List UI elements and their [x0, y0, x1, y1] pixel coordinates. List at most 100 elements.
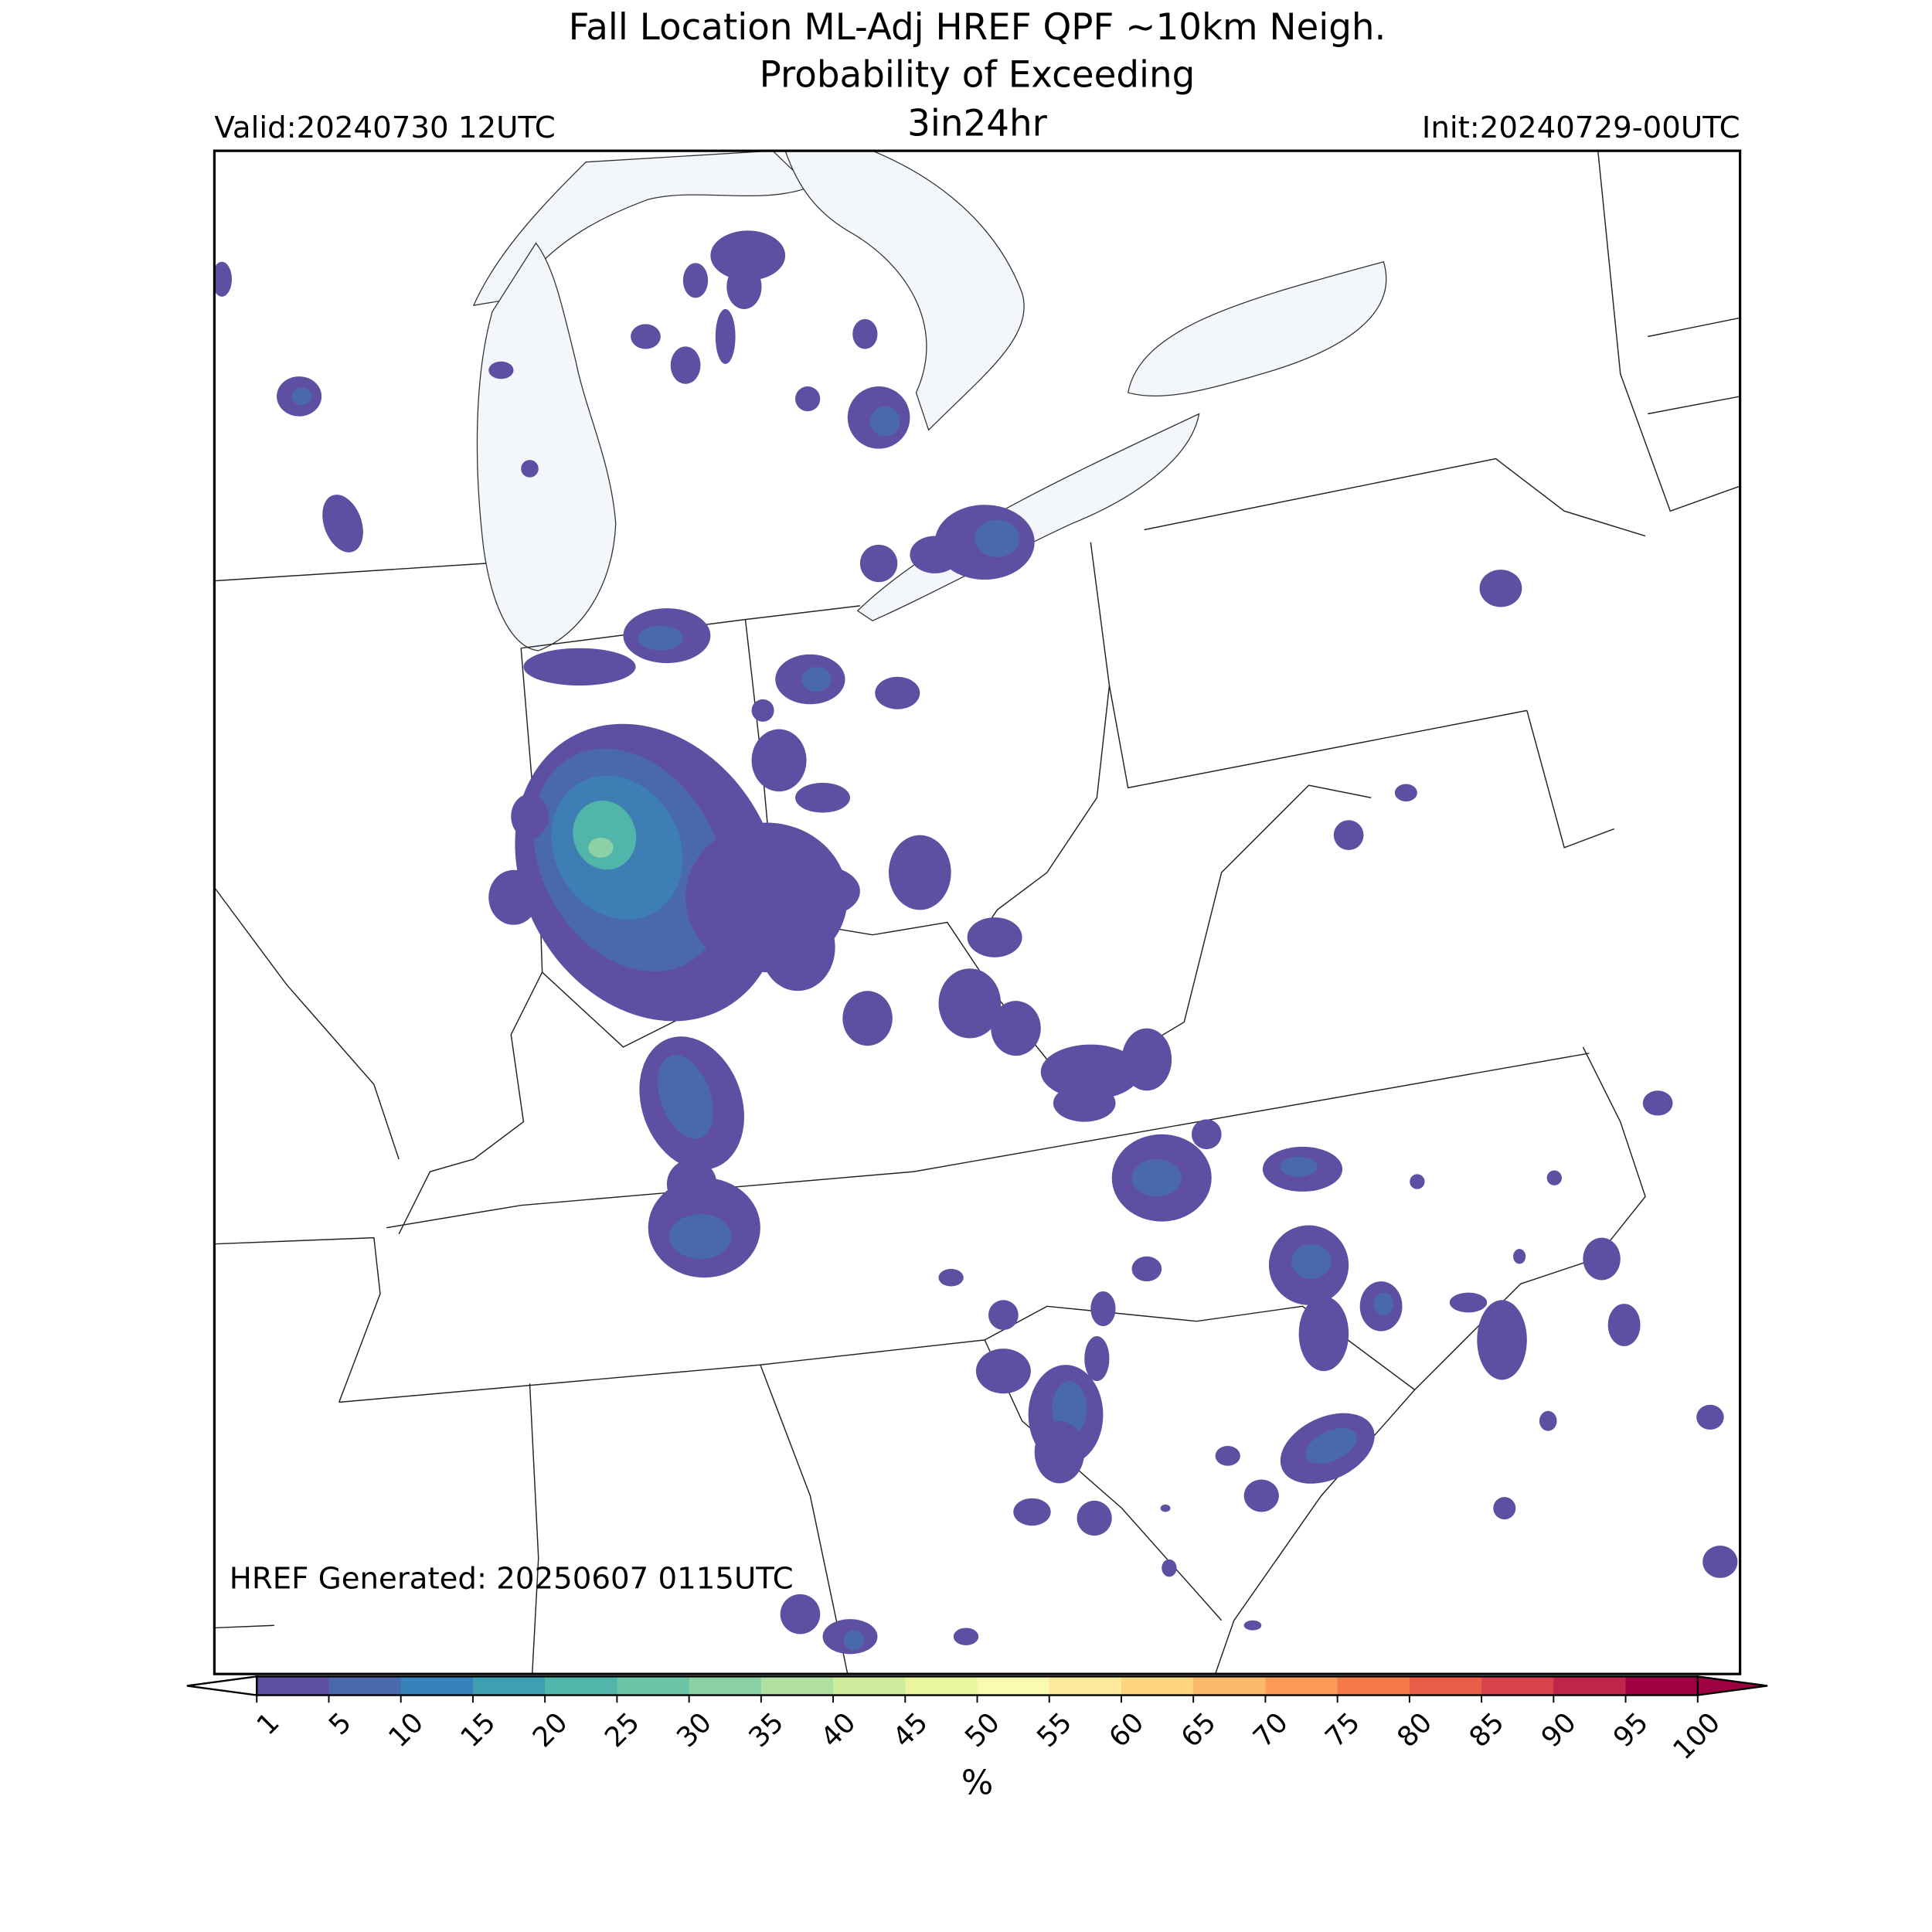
probability-area [1121, 1028, 1172, 1091]
colorbar-tick-label: 40 [815, 1706, 862, 1753]
colorbar-tick-label: 95 [1607, 1706, 1655, 1753]
state-line [529, 1383, 539, 1675]
colorbar-tick-label: 45 [887, 1706, 934, 1753]
state-line [214, 1624, 274, 1629]
probability-area [726, 264, 762, 309]
map-frame [213, 149, 1742, 1675]
probability-area [938, 1268, 964, 1287]
colorbar-segment [1625, 1676, 1699, 1696]
state-line [386, 1204, 522, 1229]
colorbar-segment [1121, 1676, 1194, 1696]
probability-area [1373, 1292, 1394, 1315]
state-line [1597, 151, 1740, 512]
river-border [398, 971, 543, 1235]
probability-area [1513, 1249, 1526, 1264]
probability-area [488, 869, 539, 925]
probability-area [1333, 820, 1364, 850]
colorbar-tick-label: 60 [1103, 1706, 1150, 1753]
probability-area [1243, 1479, 1279, 1512]
state-line [760, 1364, 849, 1675]
probability-area [1291, 1243, 1332, 1279]
colorbar-segment [1481, 1676, 1554, 1696]
probability-area [1131, 1256, 1162, 1282]
colorbar-tick-label: 15 [454, 1706, 502, 1753]
colorbar-segment [472, 1676, 546, 1696]
colorbar-segment [328, 1676, 402, 1696]
colorbar-segment [833, 1676, 906, 1696]
probability-area [1477, 1300, 1527, 1380]
probability-area [1702, 1546, 1738, 1578]
colorbar-label: % [961, 1764, 993, 1803]
probability-area [1696, 1404, 1724, 1430]
probability-area [852, 318, 878, 349]
probability-area [1479, 570, 1522, 607]
colorbar-segment [400, 1676, 474, 1696]
probability-area [1583, 1237, 1621, 1281]
probability-area [1077, 1500, 1112, 1536]
colorbar-tick-label: 50 [959, 1706, 1006, 1753]
colorbar-under [186, 1675, 258, 1696]
colorbar-segment [1409, 1676, 1482, 1696]
probability-area [1607, 1304, 1641, 1346]
colorbar-tick-label: 25 [599, 1706, 646, 1753]
probability-area [953, 1628, 979, 1646]
colorbar-segment [760, 1676, 834, 1696]
probability-area [991, 1001, 1041, 1056]
map [214, 151, 1740, 1675]
colorbar-segment [689, 1676, 762, 1696]
probability-area [666, 1159, 717, 1209]
colorbar-segment [617, 1676, 690, 1696]
lake-superior [472, 151, 811, 306]
generated-note: HREF Generated: 20250607 0115UTC [230, 1562, 794, 1597]
colorbar-segment [1265, 1676, 1338, 1696]
probability-area [638, 625, 683, 651]
colorbar-tick-label: 1 [251, 1706, 286, 1741]
probability-area [1162, 1559, 1177, 1577]
probability-area [710, 230, 786, 281]
map-background [214, 151, 1740, 1675]
probability-area [1243, 1620, 1262, 1631]
state-line [214, 1236, 381, 1403]
probability-area [1215, 1445, 1240, 1466]
probability-area [859, 544, 898, 583]
probability-area [938, 968, 1002, 1039]
probability-area [975, 519, 1020, 557]
colorbar-tick-label: 80 [1391, 1706, 1438, 1753]
colorbar-tick-label: 65 [1175, 1706, 1223, 1753]
state-line [1090, 542, 1527, 789]
probability-area [751, 729, 807, 792]
colorbar-tick-label: 10 [383, 1706, 430, 1753]
lake-michigan [476, 242, 617, 651]
probability-area [1410, 1174, 1425, 1189]
state-line [214, 886, 400, 1160]
probability-area [573, 801, 637, 870]
probability-area [760, 903, 835, 992]
valid-time: Valid:20240730 12UTC [214, 111, 555, 145]
lake-huron [784, 151, 1025, 431]
colorbar-segment [1049, 1676, 1122, 1696]
state-line [1144, 457, 1646, 537]
colorbar-tick-label: 100 [1667, 1706, 1726, 1766]
probability-area [1040, 1044, 1141, 1100]
probability-area [214, 261, 232, 297]
probability-area [795, 782, 850, 813]
probability-area [842, 991, 893, 1046]
probability-area [785, 866, 860, 917]
colorbar-segment [1553, 1676, 1627, 1696]
colorbar-segment [257, 1676, 330, 1696]
probability-area [1034, 1420, 1085, 1484]
state-line [521, 1053, 1590, 1206]
colorbar-over [1696, 1675, 1768, 1696]
probability-area [658, 1055, 714, 1139]
probability-area [291, 387, 312, 406]
colorbar-segment [1193, 1676, 1267, 1696]
probability-area [1160, 1504, 1171, 1512]
probability-area [869, 406, 900, 437]
threshold: 3in24hr [907, 103, 1048, 145]
probability-area [1305, 1427, 1357, 1464]
probability-area [523, 648, 636, 686]
probability-area [780, 1594, 821, 1634]
probability-area [511, 794, 549, 839]
probability-area [801, 666, 832, 692]
